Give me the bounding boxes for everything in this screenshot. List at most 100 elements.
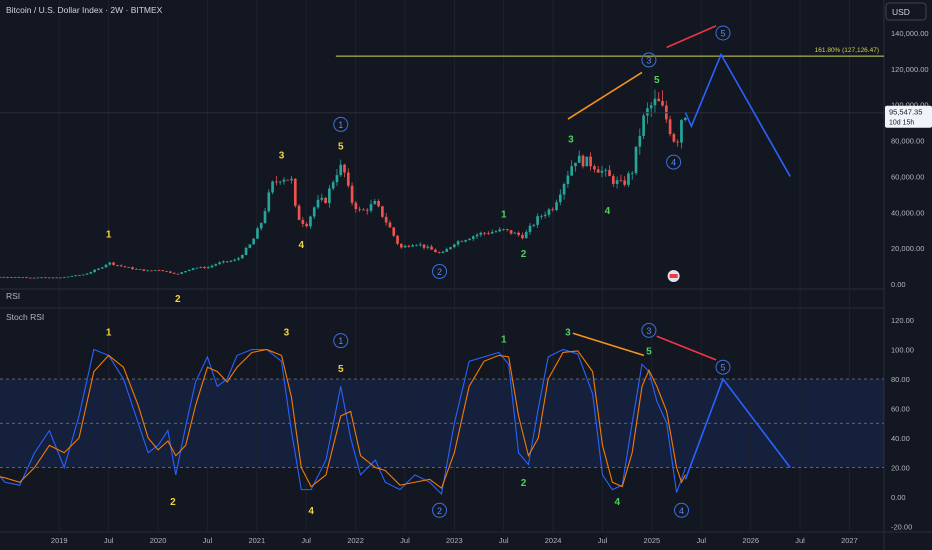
candle-body: [558, 194, 562, 203]
candle-body: [362, 209, 365, 211]
time-tick-label: 2025: [644, 536, 661, 545]
candle-body: [17, 277, 21, 278]
time-tick-label: Jul: [203, 536, 213, 545]
candle-body: [112, 262, 115, 265]
candle-body: [229, 260, 233, 262]
candle-body: [381, 206, 384, 217]
candle-body: [108, 262, 112, 265]
candle-body: [384, 216, 388, 223]
stoch-tick-label: 120.00: [891, 316, 914, 325]
candle-body: [312, 207, 316, 217]
candle-body: [676, 141, 679, 143]
candle-body: [487, 233, 490, 234]
candle-body: [6, 277, 9, 278]
candle-body: [452, 244, 456, 248]
time-tick-label: 2023: [446, 536, 463, 545]
candle-body: [59, 277, 62, 279]
candle-body: [320, 197, 324, 200]
candle-body: [256, 228, 259, 239]
wave-circle-marker: [666, 154, 682, 170]
wave-label: 5: [338, 141, 344, 152]
candle-body: [131, 267, 134, 270]
candle-body: [81, 274, 85, 276]
wave-label: 5: [720, 29, 725, 39]
stoch-tick-label: 80.00: [891, 375, 910, 384]
wave-circle-marker: [715, 25, 731, 41]
candle-body: [123, 266, 127, 268]
countdown-value: 10d 15h: [889, 120, 914, 127]
candle-body: [305, 223, 308, 227]
last-price-value: 95,547.35: [889, 108, 922, 117]
currency-label: USD: [892, 7, 910, 17]
candle-body: [415, 244, 418, 246]
candle-body: [331, 182, 335, 189]
candle-body: [441, 251, 445, 253]
candle-body: [540, 215, 543, 217]
candle-body: [411, 245, 414, 247]
wave-label: 4: [298, 240, 304, 251]
candle-body: [161, 270, 165, 272]
candle-body: [13, 277, 17, 278]
candle-body: [267, 192, 271, 212]
candle-body: [248, 244, 252, 248]
candle-body: [479, 232, 483, 235]
wave-label: 4: [615, 497, 621, 508]
stoch-pane-label: Stoch RSI: [6, 312, 44, 322]
candle-body: [449, 247, 452, 250]
stoch-projection-line: [684, 377, 791, 480]
candle-body: [547, 209, 551, 215]
event-flag-stripe: [669, 274, 678, 278]
candle-body: [324, 197, 327, 203]
candle-body: [426, 246, 430, 248]
stoch-tick-label: 0.00: [891, 493, 906, 502]
candle-body: [328, 188, 331, 203]
candle-body: [187, 269, 191, 272]
currency-button[interactable]: USD: [885, 2, 927, 21]
wave-label: 4: [671, 158, 676, 168]
candle-body: [619, 180, 623, 182]
candle-body: [176, 273, 180, 275]
candle-body: [369, 204, 373, 211]
candle-body: [589, 156, 592, 167]
wave-label: 5: [646, 346, 652, 357]
wave-label: 5: [720, 363, 725, 373]
candle-body: [165, 271, 168, 272]
wave-label: 3: [568, 134, 574, 145]
candle-body: [127, 267, 131, 268]
candle-body: [608, 170, 611, 177]
candle-body: [146, 270, 149, 272]
candle-body: [585, 156, 589, 167]
price-tick-label: 60,000.00: [891, 172, 924, 181]
candle-body: [282, 179, 286, 182]
candle-body: [668, 119, 672, 135]
candle-body: [222, 261, 225, 263]
candle-body: [138, 268, 142, 270]
time-tick-label: Jul: [795, 536, 805, 545]
candle-body: [293, 178, 297, 206]
candle-body: [116, 264, 119, 266]
orange-trendline: [572, 332, 645, 357]
candle-body: [93, 269, 96, 273]
candle-body: [290, 178, 293, 181]
candle-body: [203, 267, 206, 269]
candle-body: [28, 277, 32, 279]
candle-body: [600, 170, 604, 173]
candle-body: [418, 244, 422, 246]
candle-body: [180, 272, 184, 274]
wave-label: 3: [646, 55, 651, 65]
time-tick-label: 2019: [51, 536, 68, 545]
candle-body: [509, 230, 513, 234]
candle-body: [490, 232, 494, 234]
candle-body: [252, 238, 255, 245]
stoch-tick-label: 100.00: [891, 346, 914, 355]
candle-body: [483, 232, 486, 234]
last-price-tag[interactable]: [885, 105, 932, 128]
candle-body: [502, 229, 505, 230]
price-tick-label: 80,000.00: [891, 137, 924, 146]
candle-body: [214, 264, 218, 266]
candle-body: [627, 173, 630, 185]
candle-body: [297, 205, 301, 221]
candle-body: [396, 235, 399, 244]
